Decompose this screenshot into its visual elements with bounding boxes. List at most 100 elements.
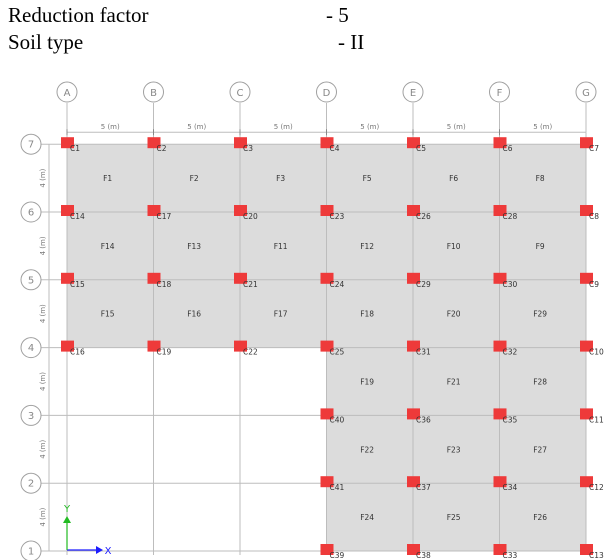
y-axis-arrowhead [63,516,71,523]
column-marker [580,408,593,420]
panel-label: F22 [360,445,374,454]
param-value: - 5 [326,3,349,27]
param-value: - II [338,30,365,54]
axis-label-y: 4 [28,343,34,354]
column-label: C19 [157,348,172,357]
panel-label: F9 [536,242,545,251]
column-marker [407,272,420,284]
column-label: C7 [589,144,599,153]
panel-label: F5 [363,174,372,183]
column-marker [320,205,334,216]
panel-label: F21 [447,378,461,387]
x-axis-label: X [105,546,112,557]
axis-label-y: 7 [28,140,34,151]
column-label: C30 [503,280,518,289]
panel-label: F2 [190,174,199,183]
panel-label: F28 [533,378,547,387]
axis-label-y: 5 [28,275,34,286]
column-label: C38 [416,551,431,560]
column-label: C25 [330,348,345,357]
param-label: Reduction factor [8,3,149,27]
column-label: C6 [503,144,513,153]
column-label: C15 [70,280,85,289]
column-label: C14 [70,212,85,221]
column-label: C20 [243,212,258,221]
column-label: C23 [330,212,345,221]
axis-bubble-y [20,201,42,223]
y-axis-label: Y [63,504,71,515]
panel-label: F16 [187,310,201,319]
column-label: C31 [416,348,431,357]
column-marker [493,340,507,352]
column-label: C3 [243,144,253,153]
column-marker [234,340,247,352]
column-label: C32 [503,348,518,357]
column-marker [234,137,247,149]
column-label: C34 [503,483,518,492]
panel-label: F6 [449,174,458,183]
column-marker [407,137,420,149]
axis-label-y: 6 [28,208,34,219]
column-marker [407,544,420,555]
dimension-label-x: 5 (m) [447,123,466,131]
axis-bubble-y [20,133,42,155]
panel-label: F27 [533,445,547,454]
panel-label: F14 [101,242,115,251]
column-marker [320,476,334,488]
column-marker [580,137,593,149]
axis-bubble-x [489,81,510,103]
dimension-label-y: 4 (m) [39,440,47,459]
column-label: C29 [416,280,431,289]
axis-label-x: D [323,88,331,99]
column-marker [320,272,334,284]
panel-label: F12 [360,242,374,251]
panel-label: F1 [103,174,112,183]
column-label: C26 [416,212,431,221]
axis-bubble-x [143,81,164,103]
param-row-soil-type: Soil type - II [8,29,428,56]
panel-label: F11 [274,242,288,251]
column-marker [234,272,247,284]
column-marker [320,544,334,555]
panel-label: F18 [360,310,374,319]
column-label: C41 [330,483,345,492]
axis-bubble-y [20,472,42,494]
axis-bubble-x [402,81,424,103]
x-axis-arrowhead [96,546,103,554]
column-label: C40 [330,415,345,424]
axis-label-y: 2 [28,479,34,490]
column-marker [493,137,507,149]
panel-label: F26 [533,513,547,522]
column-marker [61,340,74,352]
axis-label-x: G [582,88,590,99]
axis-bubble-y [20,404,42,426]
panel-label: F23 [447,445,461,454]
column-marker [493,476,507,488]
param-row-reduction-factor: Reduction factor - 5 [8,2,428,29]
panel-label: F20 [447,310,461,319]
slab-lower [326,347,586,551]
dimension-label-x: 5 (m) [533,123,552,131]
column-label: C8 [589,212,599,221]
column-marker [580,544,593,555]
column-marker [61,272,74,284]
column-label: C12 [589,483,604,492]
column-label: C22 [243,348,258,357]
column-marker [580,272,593,284]
column-label: C37 [416,483,431,492]
column-marker [580,340,593,352]
column-label: C5 [416,144,426,153]
column-label: C11 [589,415,604,424]
column-label: C35 [503,415,518,424]
panel-label: F3 [276,174,285,183]
axis-bubble-x [316,81,337,103]
column-marker [234,205,247,216]
column-marker [147,137,161,149]
column-label: C9 [589,280,599,289]
panel-label: F10 [447,242,461,251]
column-label: C18 [157,280,172,289]
column-marker [320,137,334,149]
column-label: C39 [330,551,345,560]
column-marker [493,272,507,284]
